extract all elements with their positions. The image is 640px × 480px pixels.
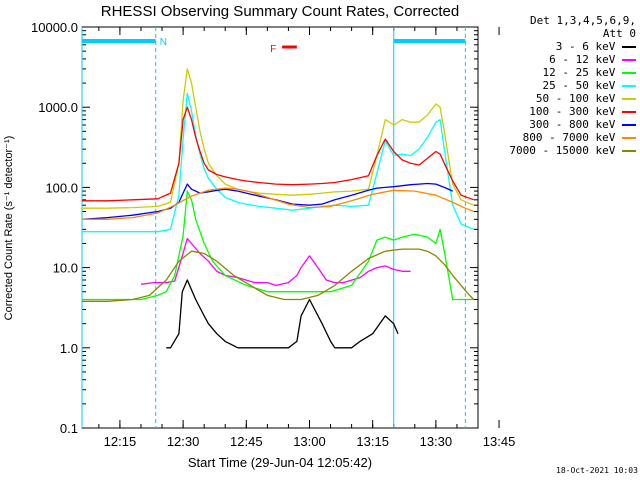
x-tick-label: 12:30 xyxy=(167,434,200,449)
x-axis-label: Start Time (29-Jun-04 12:05:42) xyxy=(188,455,372,470)
x-tick-label: 12:45 xyxy=(230,434,263,449)
plot-frame xyxy=(81,26,479,429)
generation-timestamp: 18-Oct-2021 10:03 xyxy=(556,466,638,475)
legend-label: 3 - 6 keV xyxy=(555,40,622,53)
y-tick-label: 100.0 xyxy=(45,180,78,195)
y-tick-label: 1.0 xyxy=(60,341,78,356)
legend-label: 12 - 25 keV xyxy=(542,66,622,79)
legend-header-attenuator: Att 0 xyxy=(602,27,636,40)
series-line-0 xyxy=(166,279,399,349)
legend-item-7: 800 - 7000 keV xyxy=(480,131,636,144)
legend-label: 7000 - 15000 keV xyxy=(509,144,622,157)
legend-item-3: 25 - 50 keV xyxy=(480,79,636,92)
series-line-2 xyxy=(82,190,474,301)
x-tick-label: 13:15 xyxy=(356,434,389,449)
y-tick-label: 1000.0 xyxy=(38,100,78,115)
x-tick-label: 12:15 xyxy=(104,434,137,449)
legend-label: 25 - 50 keV xyxy=(542,79,622,92)
legend-swatch xyxy=(622,137,636,139)
legend-label: 100 - 300 keV xyxy=(529,105,622,118)
series-line-6 xyxy=(81,182,453,220)
x-tick-label: 13:45 xyxy=(483,434,516,449)
y-tick-label: 10.0 xyxy=(53,261,78,276)
legend-label: 800 - 7000 keV xyxy=(522,131,622,144)
legend-swatch xyxy=(622,72,636,74)
legend-item-2: 12 - 25 keV xyxy=(480,66,636,79)
legend-swatch xyxy=(622,150,636,152)
x-tick-label: 13:00 xyxy=(293,434,326,449)
legend-swatch xyxy=(622,111,636,113)
series-line-5 xyxy=(82,106,475,202)
legend-header-detectors: Det 1,3,4,5,6,9, xyxy=(530,14,636,27)
series-line-7 xyxy=(82,187,475,220)
series-line-4 xyxy=(82,68,475,209)
legend-label: 50 - 100 keV xyxy=(535,92,622,105)
legend-swatch xyxy=(622,59,636,61)
series-line-8 xyxy=(82,248,475,302)
legend-swatch xyxy=(622,98,636,100)
chart-title: RHESSI Observing Summary Count Rates, Co… xyxy=(101,3,459,20)
legend-swatch xyxy=(622,85,636,87)
y-tick-label: 0.1 xyxy=(60,421,78,436)
legend-items: 3 - 6 keV 6 - 12 keV 12 - 25 keV 25 - 50… xyxy=(480,40,636,157)
legend-item-4: 50 - 100 keV xyxy=(480,92,636,105)
night-label: N xyxy=(160,37,167,48)
legend-item-0: 3 - 6 keV xyxy=(480,40,636,53)
flare-flag-label: F xyxy=(270,44,276,55)
legend-item-8: 7000 - 15000 keV xyxy=(480,144,636,157)
y-tick-label: 10000.0 xyxy=(31,20,78,35)
legend-label: 300 - 800 keV xyxy=(529,118,622,131)
series-line-3 xyxy=(82,92,475,233)
series-line-1 xyxy=(140,237,411,287)
legend-label: 6 - 12 keV xyxy=(549,53,622,66)
legend-item-5: 100 - 300 keV xyxy=(480,105,636,118)
plot-area: 0.1 1.0 10.0 100.0 1000.0 10000.0 12:15 12:30 12… xyxy=(31,20,515,449)
x-tick-label: 13:30 xyxy=(420,434,453,449)
legend-item-1: 6 - 12 keV xyxy=(480,53,636,66)
legend-swatch xyxy=(622,124,636,126)
y-axis-label: Corrected Count Rate (s⁻¹ detector⁻¹) xyxy=(3,136,15,321)
legend-item-6: 300 - 800 keV xyxy=(480,118,636,131)
legend: Det 1,3,4,5,6,9, Att 0 3 - 6 keV 6 - 12 … xyxy=(480,14,636,157)
legend-swatch xyxy=(622,46,636,48)
